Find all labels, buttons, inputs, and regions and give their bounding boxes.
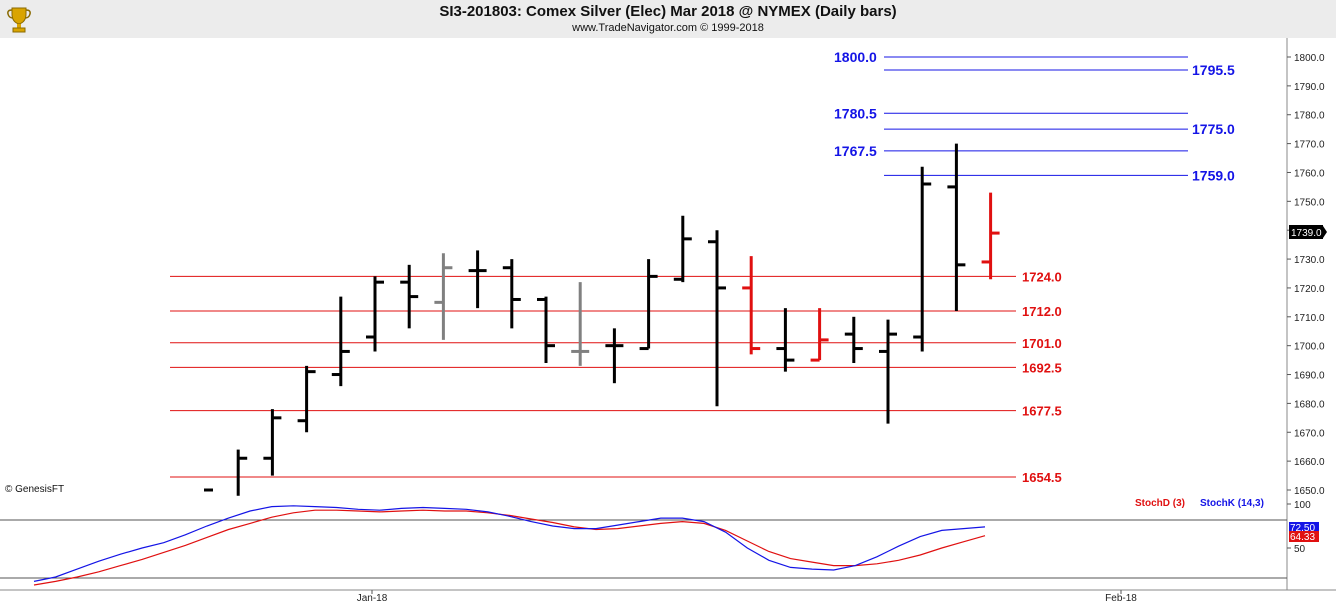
level-label-red: 1677.5 <box>1022 404 1062 419</box>
price-tick-label: 1660.0 <box>1294 457 1325 468</box>
ohlc-bar <box>605 328 624 384</box>
last-price-pointer-icon <box>1323 226 1327 238</box>
date-tick-label: Jan-18 <box>357 593 388 604</box>
chart-header: SI3-201803: Comex Silver (Elec) Mar 2018… <box>0 0 1336 38</box>
stoch-line <box>33 509 986 586</box>
ohlc-bar <box>366 276 384 352</box>
price-tick-label: 1760.0 <box>1294 168 1325 179</box>
price-tick-label: 1680.0 <box>1294 399 1325 410</box>
price-tick-label: 1720.0 <box>1294 284 1325 295</box>
legend-stochk: StochK (14,3) <box>1200 498 1264 509</box>
stochk-last-box <box>1289 522 1319 533</box>
level-label-red: 1654.5 <box>1022 470 1062 485</box>
ohlc-bar <box>434 253 453 340</box>
ohlc-bar <box>502 259 521 329</box>
price-tick-label: 1770.0 <box>1294 140 1325 151</box>
chart-subtitle: www.TradeNavigator.com © 1999-2018 <box>572 22 764 34</box>
stoch-line <box>33 505 986 582</box>
ohlc-bar <box>776 308 795 372</box>
ohlc-bar <box>810 308 829 362</box>
price-tick-label: 1710.0 <box>1294 313 1325 324</box>
level-label-red: 1712.0 <box>1022 304 1062 319</box>
ohlc-bar <box>913 166 932 352</box>
price-axis: 1800.01790.01780.01770.01760.01750.01740… <box>1287 53 1325 497</box>
ohlc-bar <box>468 250 487 309</box>
level-lines: 1800.0 1780.5 1767.5 1795.5 1775.0 1759.0 1724… <box>170 49 1235 485</box>
legend-stochd: StochD (3) <box>1135 498 1185 509</box>
ohlc-bar <box>236 449 248 496</box>
price-tick-label: 1800.0 <box>1294 53 1325 64</box>
level-label-red: 1692.5 <box>1022 360 1062 375</box>
level-label-blue: 1775.0 <box>1192 121 1235 137</box>
stochk-last-label: 72.50 <box>1290 523 1315 534</box>
ohlc-bar <box>879 319 897 424</box>
ohlc-bar <box>263 409 282 476</box>
level-label-blue: 1759.0 <box>1192 167 1235 183</box>
stoch-tick-label: 100 <box>1294 500 1311 511</box>
ohlc-bar <box>981 192 1000 280</box>
trophy-logo-icon <box>4 4 34 34</box>
level-label-blue: 1800.0 <box>834 49 877 65</box>
ohlc-bar <box>742 256 761 355</box>
price-tick-label: 1790.0 <box>1294 82 1325 93</box>
ohlc-bar <box>571 282 590 366</box>
level-label-red: 1724.0 <box>1022 269 1062 284</box>
stoch-tick-label: 50 <box>1294 544 1306 555</box>
level-label-blue: 1780.5 <box>834 105 877 121</box>
copyright-label: © GenesisFT <box>5 484 64 495</box>
price-tick-label: 1730.0 <box>1294 255 1325 266</box>
date-tick-label: Feb-18 <box>1105 593 1137 604</box>
ohlc-bar <box>639 259 658 351</box>
stochd-last-label: 64.33 <box>1290 532 1315 543</box>
price-tick-label: 1650.0 <box>1294 486 1325 497</box>
price-tick-label: 1690.0 <box>1294 371 1325 382</box>
last-price-box <box>1289 225 1323 239</box>
ohlc-bar <box>708 230 726 407</box>
ohlc-bar <box>400 264 419 329</box>
stochastic-panel: 100 50 <box>33 500 1311 586</box>
ohlc-bar <box>537 296 555 363</box>
ohlc-bar <box>844 316 863 363</box>
stochd-last-box <box>1289 531 1319 542</box>
last-price-label: 1739.0 <box>1291 228 1322 239</box>
price-tick-label: 1700.0 <box>1294 342 1325 353</box>
ohlc-bars <box>204 143 1000 496</box>
price-tick-label: 1670.0 <box>1294 428 1325 439</box>
level-label-blue: 1767.5 <box>834 143 877 159</box>
level-label-blue: 1795.5 <box>1192 62 1235 78</box>
date-axis: Jan-18 Feb-18 <box>357 590 1137 604</box>
price-tick-label: 1750.0 <box>1294 197 1325 208</box>
ohlc-bar <box>297 365 316 433</box>
ohlc-bar <box>947 143 966 312</box>
ohlc-bar <box>673 215 692 283</box>
ohlc-bar <box>331 296 350 387</box>
chart-title: SI3-201803: Comex Silver (Elec) Mar 2018… <box>439 3 897 20</box>
price-tick-label: 1780.0 <box>1294 111 1325 122</box>
level-label-red: 1701.0 <box>1022 336 1062 351</box>
